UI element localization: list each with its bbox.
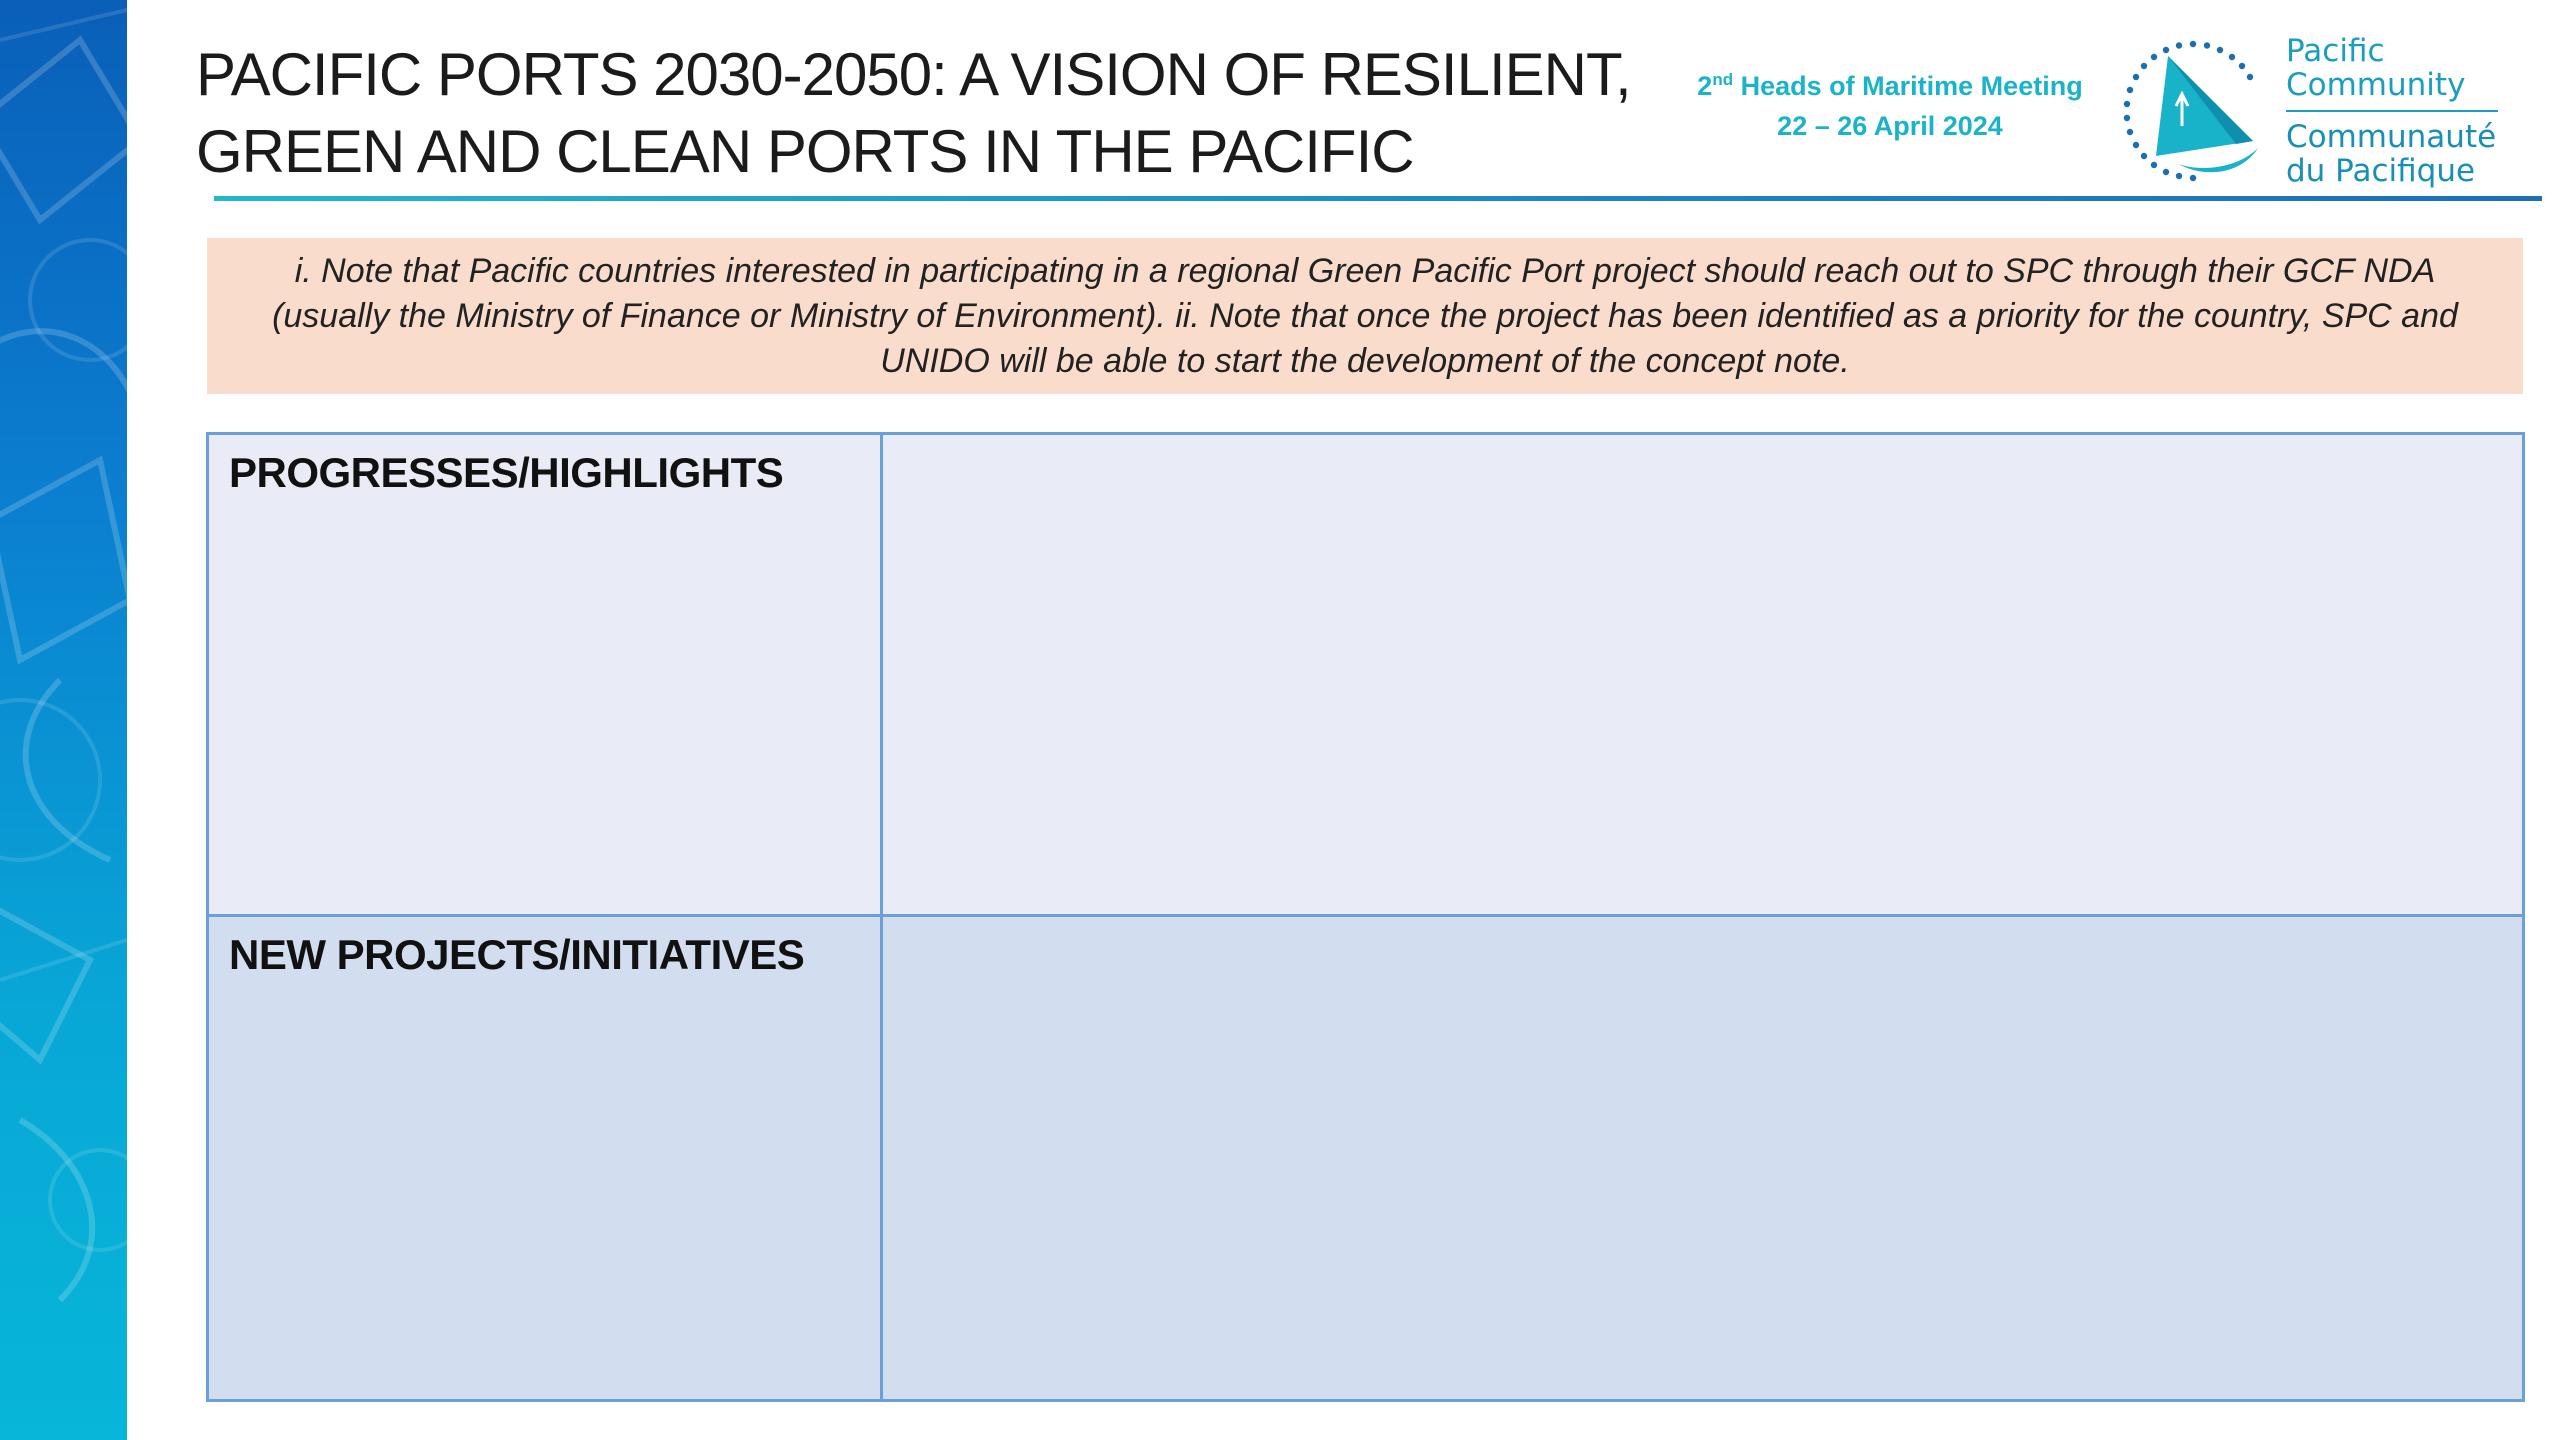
header-divider	[214, 196, 2542, 201]
logo-divider	[2286, 110, 2498, 112]
new-projects-initiatives-content-cell[interactable]	[883, 917, 2522, 1399]
meeting-name: 2nd Heads of Maritime Meeting	[1660, 66, 2120, 106]
decorative-pattern	[0, 8, 127, 1303]
slide-title: PACIFIC PORTS 2030-2050: A VISION OF RES…	[196, 36, 1632, 190]
progresses-highlights-content-cell[interactable]	[883, 435, 2522, 917]
new-projects-initiatives-label: NEW PROJECTS/INITIATIVES	[229, 931, 805, 978]
title-line-2: GREEN AND CLEAN PORTS IN THE PACIFIC	[196, 118, 1415, 185]
logo-fr-line-2: du Pacifique	[2286, 153, 2476, 189]
logo-en-line-2: Community	[2286, 67, 2466, 103]
meeting-name-text: Heads of Maritime Meeting	[1740, 71, 2083, 101]
decorative-side-band	[0, 0, 127, 1440]
pacific-community-logo-text: Pacific Community Communauté du Pacifiqu…	[2286, 34, 2546, 188]
meeting-ordinal-number: 2	[1697, 71, 1713, 101]
table-row-label: PROGRESSES/HIGHLIGHTS	[209, 435, 883, 917]
meeting-ordinal-suffix: nd	[1712, 70, 1734, 89]
progresses-highlights-label: PROGRESSES/HIGHLIGHTS	[229, 449, 784, 496]
table-row-label: NEW PROJECTS/INITIATIVES	[209, 917, 883, 1399]
note-text: i. Note that Pacific countries intereste…	[272, 251, 2458, 380]
pacific-community-sail-logo-icon	[2118, 36, 2268, 186]
logo-en-line-1: Pacific	[2286, 33, 2385, 69]
meeting-info: 2nd Heads of Maritime Meeting 22 – 26 Ap…	[1660, 66, 2120, 146]
meeting-dates: 22 – 26 April 2024	[1777, 111, 2003, 141]
logo-fr-line-1: Communauté	[2286, 119, 2497, 155]
title-line-1: PACIFIC PORTS 2030-2050: A VISION OF RES…	[196, 41, 1632, 108]
note-box: i. Note that Pacific countries intereste…	[207, 238, 2523, 394]
status-table: PROGRESSES/HIGHLIGHTS NEW PROJECTS/INITI…	[206, 432, 2525, 1402]
